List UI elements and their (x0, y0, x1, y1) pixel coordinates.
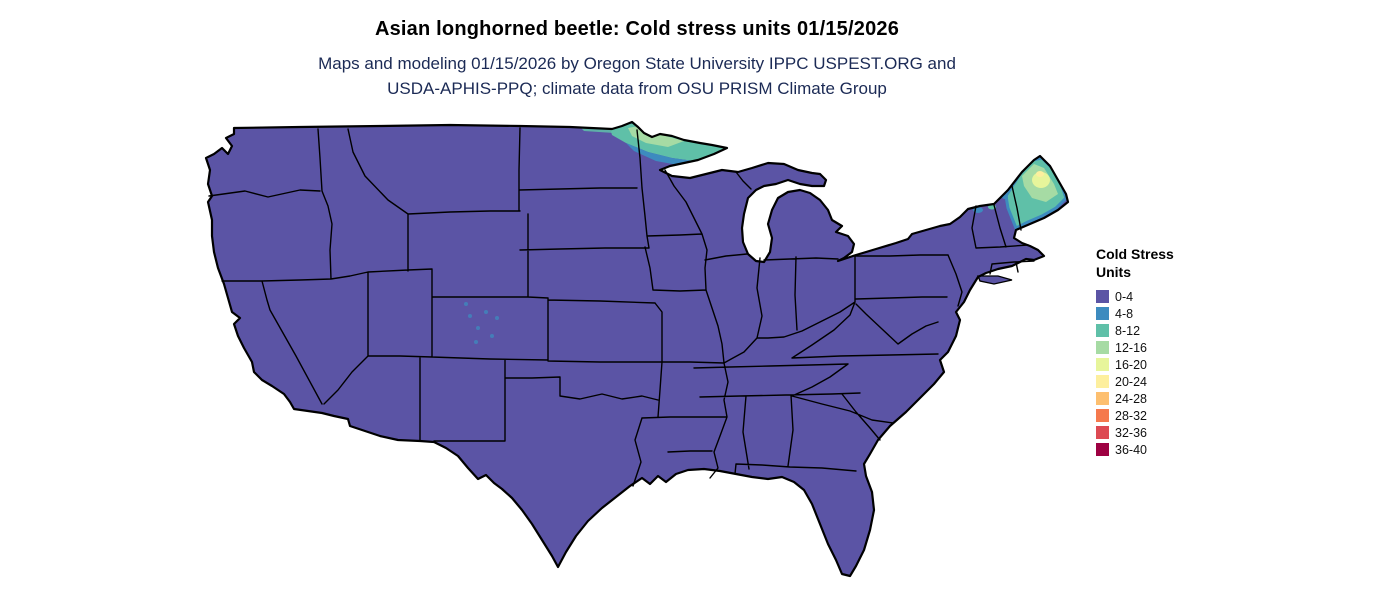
legend-label: 36-40 (1115, 442, 1147, 457)
legend-swatch (1096, 307, 1109, 320)
legend-label: 0-4 (1115, 289, 1134, 304)
subtitle-line-2: USDA-APHIS-PPQ; climate data from OSU PR… (387, 78, 887, 98)
legend-item: 4-8 (1096, 306, 1216, 321)
legend-label: 28-32 (1115, 408, 1147, 423)
legend-swatch (1096, 443, 1109, 456)
page-title: Asian longhorned beetle: Cold stress uni… (374, 18, 900, 40)
legend-item: 16-20 (1096, 357, 1216, 372)
legend-swatch (1096, 290, 1109, 303)
map-header: Asian longhorned beetle: Cold stress uni… (0, 18, 1274, 101)
conus-outline (204, 120, 1070, 578)
legend-title-line-1: Cold Stress (1096, 246, 1174, 262)
co-speck (476, 326, 480, 330)
legend-label: 4-8 (1115, 306, 1134, 321)
me-yellow-core (1032, 172, 1050, 188)
mn-blue-fringe (626, 143, 712, 165)
colorado-rockies-specks (464, 302, 499, 344)
legend-swatch (1096, 426, 1109, 439)
legend-title: Cold Stress Units (1096, 246, 1216, 281)
legend-swatch (1096, 375, 1109, 388)
co-speck (468, 314, 472, 318)
me-pale-core (1036, 171, 1044, 177)
co-speck (490, 334, 494, 338)
legend-label: 8-12 (1115, 323, 1141, 338)
maine-patch (1004, 156, 1068, 231)
co-speck (474, 340, 478, 344)
legend-label: 32-36 (1115, 425, 1147, 440)
subtitle-line-1: Maps and modeling 01/15/2026 by Oregon S… (318, 54, 956, 73)
legend-swatch (1096, 324, 1109, 337)
conus-landmass (206, 122, 1068, 576)
co-speck (484, 310, 488, 314)
legend-swatch (1096, 341, 1109, 354)
legend-label: 16-20 (1115, 357, 1147, 372)
legend-item: 32-36 (1096, 425, 1216, 440)
legend-swatch (1096, 358, 1109, 371)
legend-item: 12-16 (1096, 340, 1216, 355)
legend-label: 20-24 (1115, 374, 1147, 389)
legend-title-line-2: Units (1096, 263, 1131, 280)
legend-swatch (1096, 392, 1109, 405)
subtitle: Maps and modeling 01/15/2026 by Oregon S… (0, 52, 1274, 101)
legend-item: 24-28 (1096, 391, 1216, 406)
long-island (977, 275, 1013, 285)
legend-items: 0-4 4-8 8-12 12-16 16-20 20-24 24-28 28 (1096, 289, 1216, 457)
legend-item: 20-24 (1096, 374, 1216, 389)
legend-item: 36-40 (1096, 442, 1216, 457)
legend-label: 24-28 (1115, 391, 1147, 406)
legend-swatch (1096, 409, 1109, 422)
state-borders (208, 127, 1035, 487)
legend-item: 0-4 (1096, 289, 1216, 304)
co-speck (495, 316, 499, 320)
co-speck (464, 302, 468, 306)
map-legend: Cold Stress Units 0-4 4-8 8-12 12-16 16-… (1096, 246, 1216, 460)
legend-item: 28-32 (1096, 408, 1216, 423)
legend-label: 12-16 (1115, 340, 1147, 355)
legend-item: 8-12 (1096, 323, 1216, 338)
